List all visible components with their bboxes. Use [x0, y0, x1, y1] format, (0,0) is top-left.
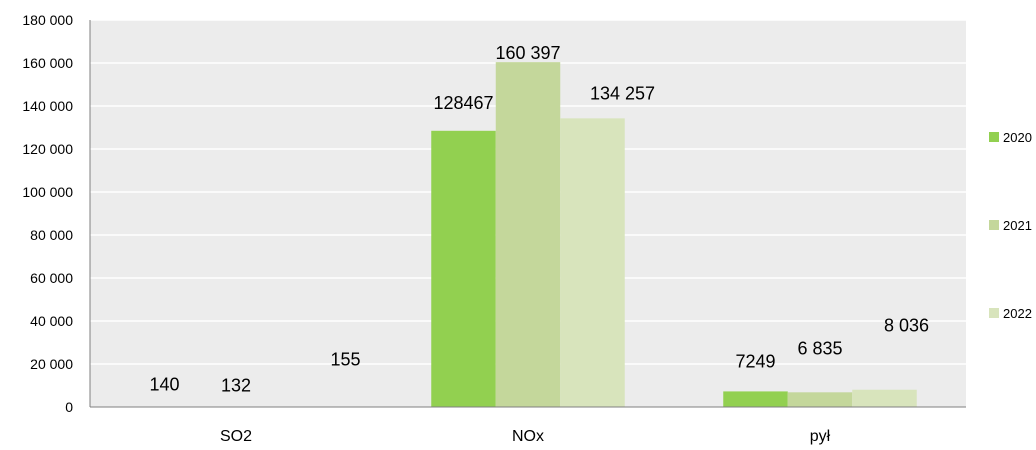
data-label-NOx-2020: 128467 [433, 93, 493, 113]
category-label: SO2 [220, 428, 252, 445]
data-label-NOx-2021: 160 397 [495, 43, 560, 63]
y-tick-label: 140 000 [22, 98, 73, 114]
y-tick-label: 120 000 [22, 141, 73, 157]
y-tick-label: 160 000 [22, 55, 73, 71]
y-tick-labels: 0 20 000 40 000 60 000 80 000 100 000 120 000 1… [22, 12, 73, 415]
data-label-pył-2020: 7249 [735, 351, 775, 371]
y-tick-label: 80 000 [30, 227, 73, 243]
bar-pył-2022 [852, 389, 917, 407]
bar-NOx-2022 [560, 118, 625, 408]
category-label: pył [810, 428, 831, 445]
y-tick-label: 100 000 [22, 184, 73, 200]
bar-pył-2020 [723, 391, 788, 407]
data-labels: 140 132 155 128467 160 397 134 257 7249 6 835 8 … [149, 43, 929, 396]
category-label: NOx [512, 428, 544, 445]
data-label-SO2-2021: 132 [221, 376, 251, 396]
legend-swatch-2022 [989, 308, 999, 318]
x-category-labels: SO2 NOx pył [220, 428, 831, 445]
bar-NOx-2021 [495, 62, 561, 407]
data-label-pył-2022: 8 036 [884, 316, 929, 336]
bar-pył-2021 [787, 392, 853, 407]
legend-label-2020: 2020 [1003, 130, 1032, 145]
legend: 2020 2021 2022 [989, 130, 1032, 321]
bar-NOx-2020 [431, 130, 496, 407]
data-label-pył-2021: 6 835 [797, 338, 842, 358]
y-tick-label: 40 000 [30, 313, 73, 329]
y-tick-label: 0 [65, 399, 73, 415]
y-tick-label: 60 000 [30, 270, 73, 286]
legend-label-2021: 2021 [1003, 218, 1032, 233]
data-label-NOx-2022: 134 257 [590, 83, 655, 103]
legend-swatch-2021 [989, 220, 999, 230]
data-label-SO2-2022: 155 [330, 350, 360, 370]
y-tick-label: 20 000 [30, 356, 73, 372]
y-tick-label: 180 000 [22, 12, 73, 28]
legend-swatch-2020 [989, 132, 999, 142]
legend-label-2022: 2022 [1003, 306, 1032, 321]
bars [139, 62, 917, 408]
data-label-SO2-2020: 140 [149, 375, 179, 395]
